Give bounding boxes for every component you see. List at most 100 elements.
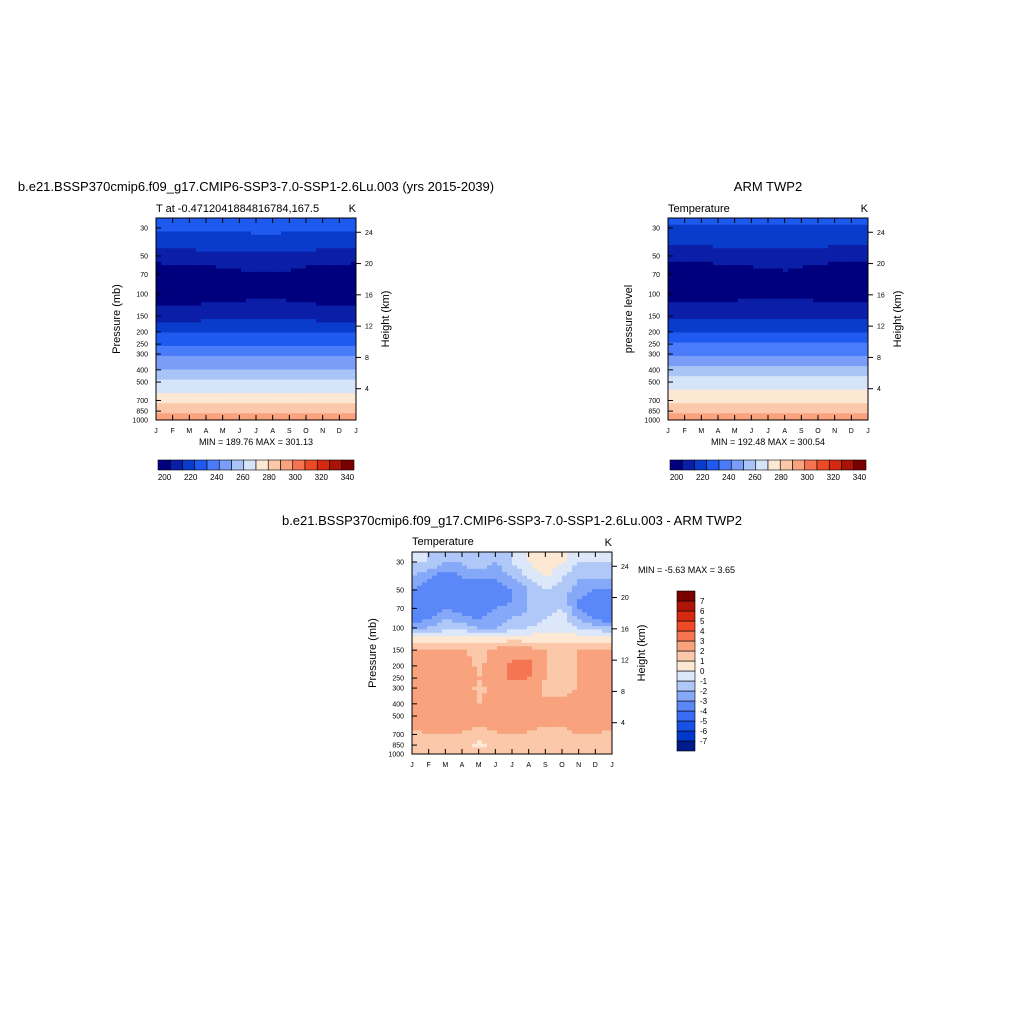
contour-cell bbox=[286, 362, 292, 367]
contour-cell bbox=[853, 345, 859, 350]
contour-cell bbox=[693, 288, 699, 293]
contour-cell bbox=[326, 261, 332, 266]
contour-cell bbox=[271, 389, 277, 394]
contour-cell bbox=[156, 265, 162, 270]
contour-cell bbox=[843, 356, 849, 360]
contour-cell bbox=[326, 403, 332, 408]
contour-cell bbox=[788, 265, 794, 270]
contour-cell bbox=[813, 376, 819, 381]
contour-cell bbox=[863, 382, 868, 387]
contour-cell bbox=[171, 403, 177, 408]
contour-cell bbox=[241, 295, 247, 300]
contour-cell bbox=[196, 319, 202, 323]
contour-cell bbox=[201, 224, 207, 229]
contour-cell bbox=[196, 399, 202, 404]
contour-cell bbox=[321, 399, 327, 404]
contour-cell bbox=[346, 265, 352, 270]
contour-cell bbox=[261, 403, 267, 408]
contour-cell bbox=[838, 406, 844, 411]
contour-cell bbox=[858, 241, 864, 246]
contour-cell bbox=[758, 329, 764, 334]
contour-cell bbox=[673, 389, 679, 394]
contour-cell bbox=[853, 376, 859, 381]
contour-cell bbox=[838, 268, 844, 273]
contour-cell bbox=[673, 305, 679, 310]
contour-cell bbox=[818, 268, 824, 273]
contour-cell bbox=[718, 362, 724, 367]
contour-cell bbox=[808, 416, 814, 420]
contour-cell bbox=[256, 403, 262, 408]
contour-cell bbox=[261, 228, 267, 233]
contour-cell bbox=[773, 393, 779, 398]
contour-cell bbox=[171, 319, 177, 323]
contour-cell bbox=[688, 218, 694, 222]
contour-cell bbox=[311, 224, 317, 229]
contour-cell bbox=[778, 251, 784, 256]
contour-cell bbox=[778, 248, 784, 253]
contour-cell bbox=[813, 342, 819, 347]
contour-cell bbox=[708, 359, 714, 364]
contour-cell bbox=[306, 224, 312, 229]
contour-cell bbox=[848, 238, 854, 243]
contour-cell bbox=[778, 382, 784, 387]
contour-cell bbox=[336, 285, 342, 290]
contour-cell bbox=[276, 332, 282, 337]
contour-cell bbox=[838, 271, 844, 276]
contour-cell bbox=[296, 389, 302, 394]
contour-cell bbox=[166, 352, 172, 357]
contour-cell bbox=[793, 359, 799, 364]
contour-cell bbox=[838, 302, 844, 307]
contour-cell bbox=[306, 403, 312, 408]
contour-cell bbox=[326, 372, 332, 377]
contour-cell bbox=[306, 379, 312, 384]
contour-cell bbox=[331, 218, 337, 222]
colorbar-box bbox=[231, 459, 245, 471]
contour-cell bbox=[316, 218, 322, 222]
contour-cell bbox=[286, 248, 292, 253]
contour-cell bbox=[326, 234, 332, 239]
contour-cell bbox=[753, 379, 759, 384]
contour-cell bbox=[176, 241, 182, 246]
contour-cell bbox=[808, 312, 814, 317]
contour-cell bbox=[793, 342, 799, 347]
contour-cell bbox=[848, 396, 854, 401]
contour-cell bbox=[236, 325, 242, 330]
contour-cell bbox=[753, 275, 759, 280]
contour-cell bbox=[276, 305, 282, 310]
contour-cell bbox=[763, 251, 769, 256]
contour-cell bbox=[281, 315, 287, 320]
contour-cell bbox=[688, 271, 694, 276]
contour-cell bbox=[858, 308, 864, 313]
contour-cell bbox=[763, 221, 769, 226]
contour-cell bbox=[271, 288, 277, 293]
contour-cell bbox=[698, 332, 704, 337]
contour-cell bbox=[326, 382, 332, 387]
contour-cell bbox=[783, 292, 789, 297]
contour-cell bbox=[733, 359, 739, 364]
contour-cell bbox=[698, 251, 704, 256]
contour-cell bbox=[813, 295, 819, 300]
contour-cell bbox=[336, 329, 342, 334]
contour-cell bbox=[296, 251, 302, 256]
contour-cell bbox=[166, 251, 172, 256]
contour-cell bbox=[271, 325, 277, 330]
contour-cell bbox=[326, 315, 332, 320]
contour-cell bbox=[858, 302, 864, 307]
contour-cell bbox=[858, 379, 864, 384]
contour-cell bbox=[828, 231, 834, 236]
contour-cell bbox=[838, 389, 844, 394]
contour-cell bbox=[743, 352, 749, 357]
contour-cell bbox=[703, 396, 709, 401]
contour-cell bbox=[166, 379, 172, 384]
contour-cell bbox=[693, 382, 699, 387]
contour-cell bbox=[321, 305, 327, 310]
contour-cell bbox=[216, 278, 222, 283]
contour-cell bbox=[326, 295, 332, 300]
contour-cell bbox=[291, 396, 297, 401]
contour-cell bbox=[833, 248, 839, 253]
contour-cell bbox=[698, 231, 704, 236]
contour-cell bbox=[763, 356, 769, 360]
contour-cell bbox=[181, 248, 187, 253]
contour-cell bbox=[838, 241, 844, 246]
contour-cell bbox=[678, 352, 684, 357]
